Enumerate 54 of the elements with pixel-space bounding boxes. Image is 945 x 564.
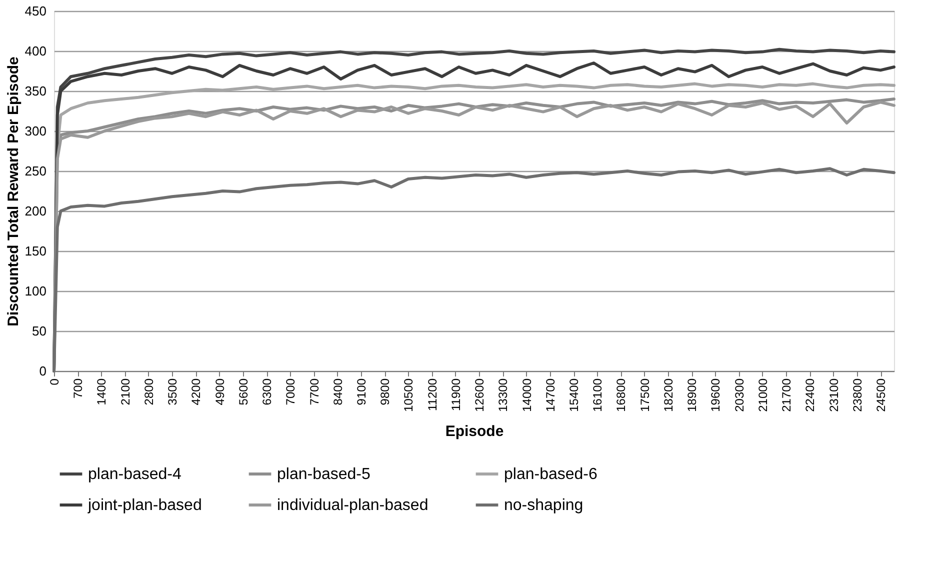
x-tick-label: 2800	[142, 378, 156, 406]
y-tick-label: 50	[32, 324, 46, 338]
legend-label: no-shaping	[504, 497, 584, 514]
y-tick-label: 400	[24, 44, 46, 58]
x-tick-label: 9800	[378, 378, 392, 406]
x-tick-label: 5600	[236, 378, 250, 406]
x-tick-label: 20300	[732, 378, 746, 412]
x-tick-label: 4200	[189, 378, 204, 406]
x-tick-label: 7700	[307, 378, 322, 406]
legend-label: plan-based-6	[504, 466, 598, 483]
x-tick-label: 3500	[166, 378, 180, 406]
x-tick-label: 0	[48, 378, 62, 386]
y-tick-label: 100	[24, 284, 46, 298]
y-tick-label: 350	[24, 84, 46, 98]
legend-label: plan-based-4	[88, 466, 182, 483]
legend-label: individual-plan-based	[277, 497, 428, 514]
x-tick-label: 21000	[756, 378, 770, 412]
y-tick-label: 250	[24, 164, 46, 178]
x-tick-label: 17500	[638, 378, 652, 412]
x-tick-label: 13300	[496, 378, 510, 412]
y-tick-label: 450	[24, 4, 46, 18]
x-axis-title: Episode	[445, 422, 504, 440]
x-tick-label: 11200	[425, 378, 440, 411]
x-tick-label: 22400	[803, 378, 818, 412]
x-tick-label: 14700	[543, 378, 558, 412]
x-tick-label: 19600	[708, 378, 723, 412]
x-tick-label: 15400	[567, 378, 582, 412]
x-tick-label: 16100	[590, 378, 605, 412]
y-tick-label: 200	[24, 204, 46, 218]
x-tick-label: 23100	[826, 378, 841, 412]
x-tick-label: 18200	[661, 378, 676, 412]
legend-label: plan-based-5	[277, 466, 370, 483]
x-tick-label: 6300	[260, 378, 274, 406]
y-tick-label: 150	[24, 244, 46, 258]
x-tick-label: 23800	[850, 378, 864, 412]
x-tick-label: 16800	[614, 378, 628, 412]
x-tick-label: 24500	[874, 378, 888, 412]
y-tick-label: 0	[39, 364, 46, 378]
x-tick-label: 2100	[118, 378, 132, 406]
y-tick-label: 300	[24, 124, 46, 138]
x-tick-label: 21700	[780, 378, 794, 412]
x-tick-label: 1400	[94, 378, 109, 406]
x-tick-label: 8400	[330, 378, 345, 406]
x-tick-label: 18900	[685, 378, 700, 412]
x-tick-label: 14000	[520, 378, 534, 412]
legend-label: joint-plan-based	[87, 497, 202, 514]
x-tick-label: 11900	[448, 378, 463, 411]
x-tick-label: 4900	[212, 378, 227, 406]
x-tick-label: 7000	[284, 378, 298, 406]
x-tick-label: 12600	[472, 378, 487, 412]
x-tick-label: 9100	[354, 378, 368, 406]
x-tick-label: 700	[71, 378, 86, 399]
y-axis-title: Discounted Total Reward Per Episode	[4, 56, 22, 326]
x-tick-label: 10500	[402, 378, 416, 412]
